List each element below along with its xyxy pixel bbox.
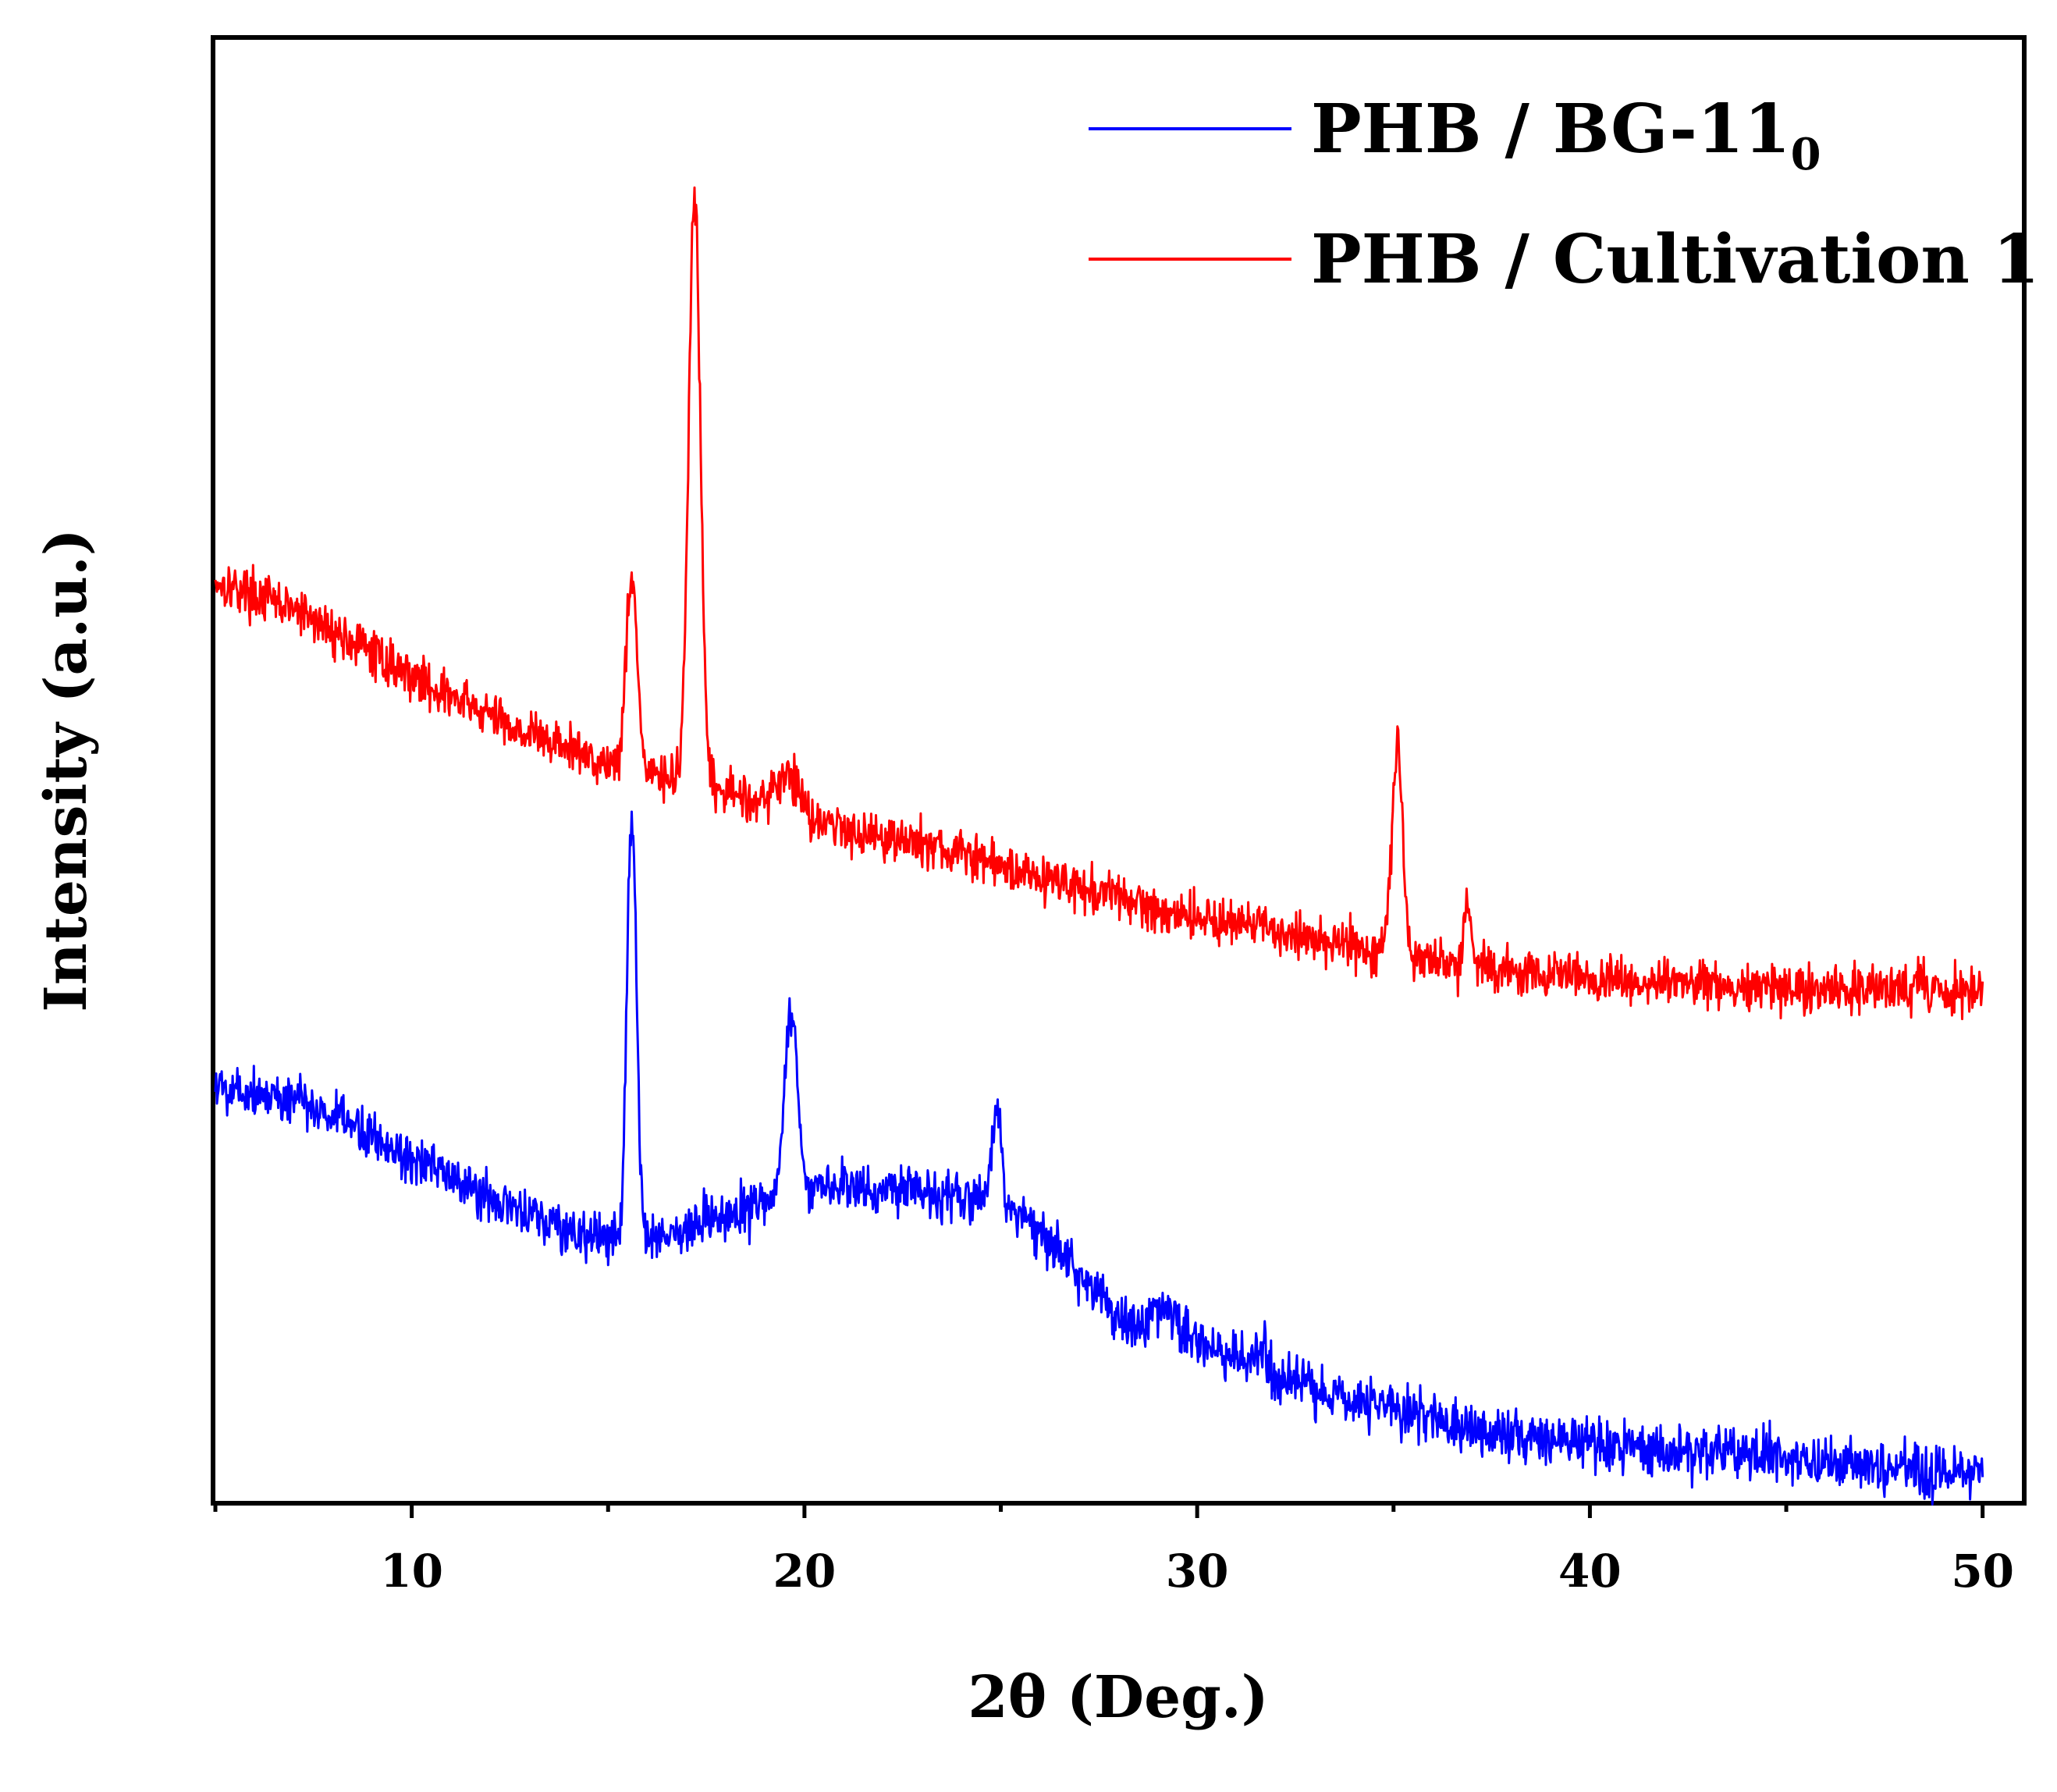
- x-tick-label: 30: [1166, 1545, 1229, 1598]
- legend-label: PHB / Cultivation 1: [1311, 220, 2040, 299]
- series-line-1: [214, 810, 1984, 1506]
- x-tick-label: 40: [1558, 1545, 1622, 1598]
- x-tick-label: 20: [773, 1545, 837, 1598]
- x-tick-label: 10: [380, 1545, 443, 1598]
- legend-label: PHB / BG-110: [1311, 90, 1821, 180]
- legend: PHB / BG-110 PHB / Cultivation 1: [1089, 90, 2040, 299]
- x-tick-label: 50: [1951, 1545, 2014, 1598]
- plot-frame: [211, 35, 2027, 1506]
- legend-label-subscript: 0: [1791, 129, 1821, 180]
- series-line-0: [214, 186, 1984, 1021]
- x-axis-title: 2θ (Deg.): [968, 1664, 1268, 1731]
- series-layer: [214, 186, 1984, 1506]
- y-axis-title: Intensity (a.u.): [33, 528, 100, 1012]
- x-axis-ticks: 10 20 30 40 50: [213, 1502, 2014, 1598]
